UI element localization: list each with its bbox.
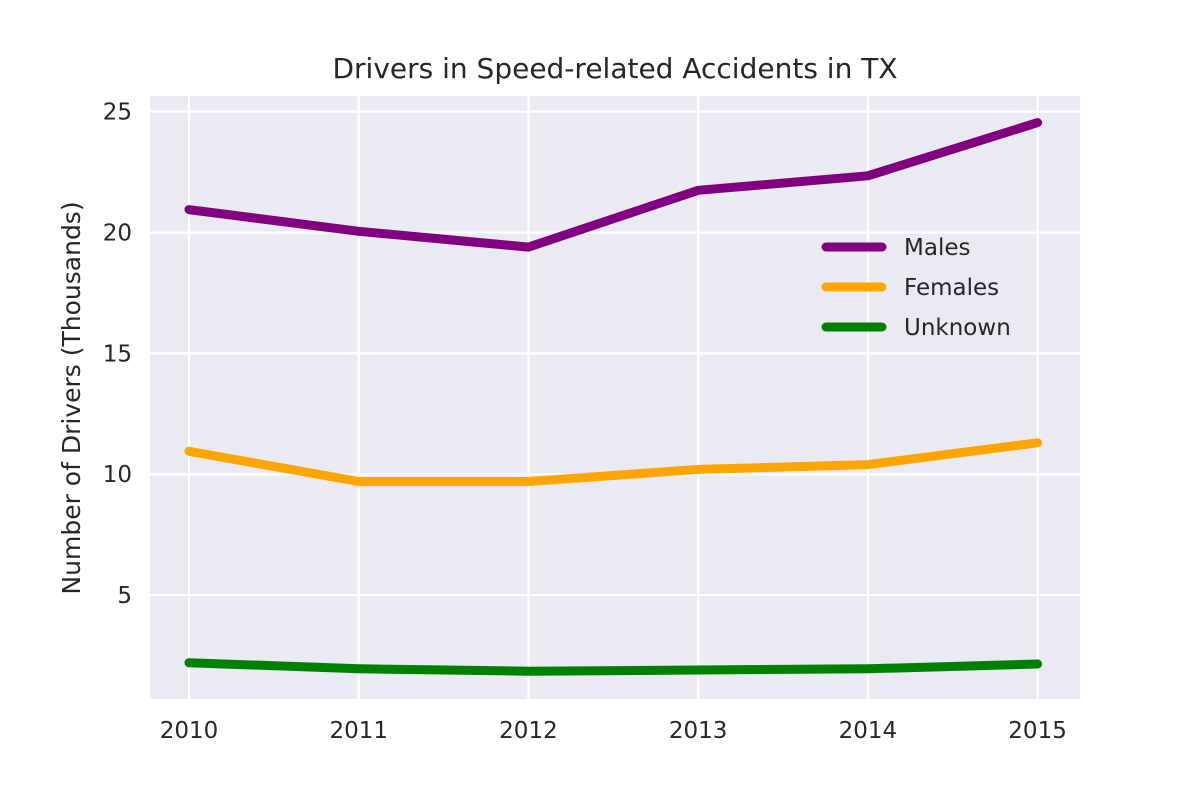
y-tick-label: 15	[103, 341, 132, 367]
y-tick-label: 20	[103, 221, 132, 247]
legend: Males Females Unknown	[821, 235, 1011, 341]
y-axis-title: Number of Drivers (Thousands)	[57, 201, 86, 594]
grid-lines	[150, 96, 1080, 699]
legend-label-females: Females	[904, 275, 999, 301]
y-tick-label: 5	[117, 583, 132, 609]
y-tick-labels: 5 10 15 20 25	[103, 100, 132, 609]
legend-label-unknown: Unknown	[904, 315, 1011, 341]
x-tick-label: 2010	[160, 718, 219, 744]
x-tick-label: 2012	[499, 718, 558, 744]
x-tick-labels: 2010 2011 2012 2013 2014 2015	[160, 718, 1067, 744]
x-tick-label: 2011	[329, 718, 388, 744]
x-tick-label: 2015	[1008, 718, 1067, 744]
x-tick-label: 2013	[669, 718, 728, 744]
x-tick-label: 2014	[839, 718, 898, 744]
series-lines	[184, 118, 1043, 676]
series-line-males	[184, 118, 1043, 252]
plot-background	[150, 96, 1080, 699]
series-line-females	[184, 438, 1043, 486]
chart-title: Drivers in Speed-related Accidents in TX	[332, 52, 897, 85]
y-tick-label: 10	[103, 462, 132, 488]
series-line-unknown	[184, 658, 1043, 676]
legend-label-males: Males	[904, 235, 970, 261]
y-tick-label: 25	[103, 100, 132, 126]
